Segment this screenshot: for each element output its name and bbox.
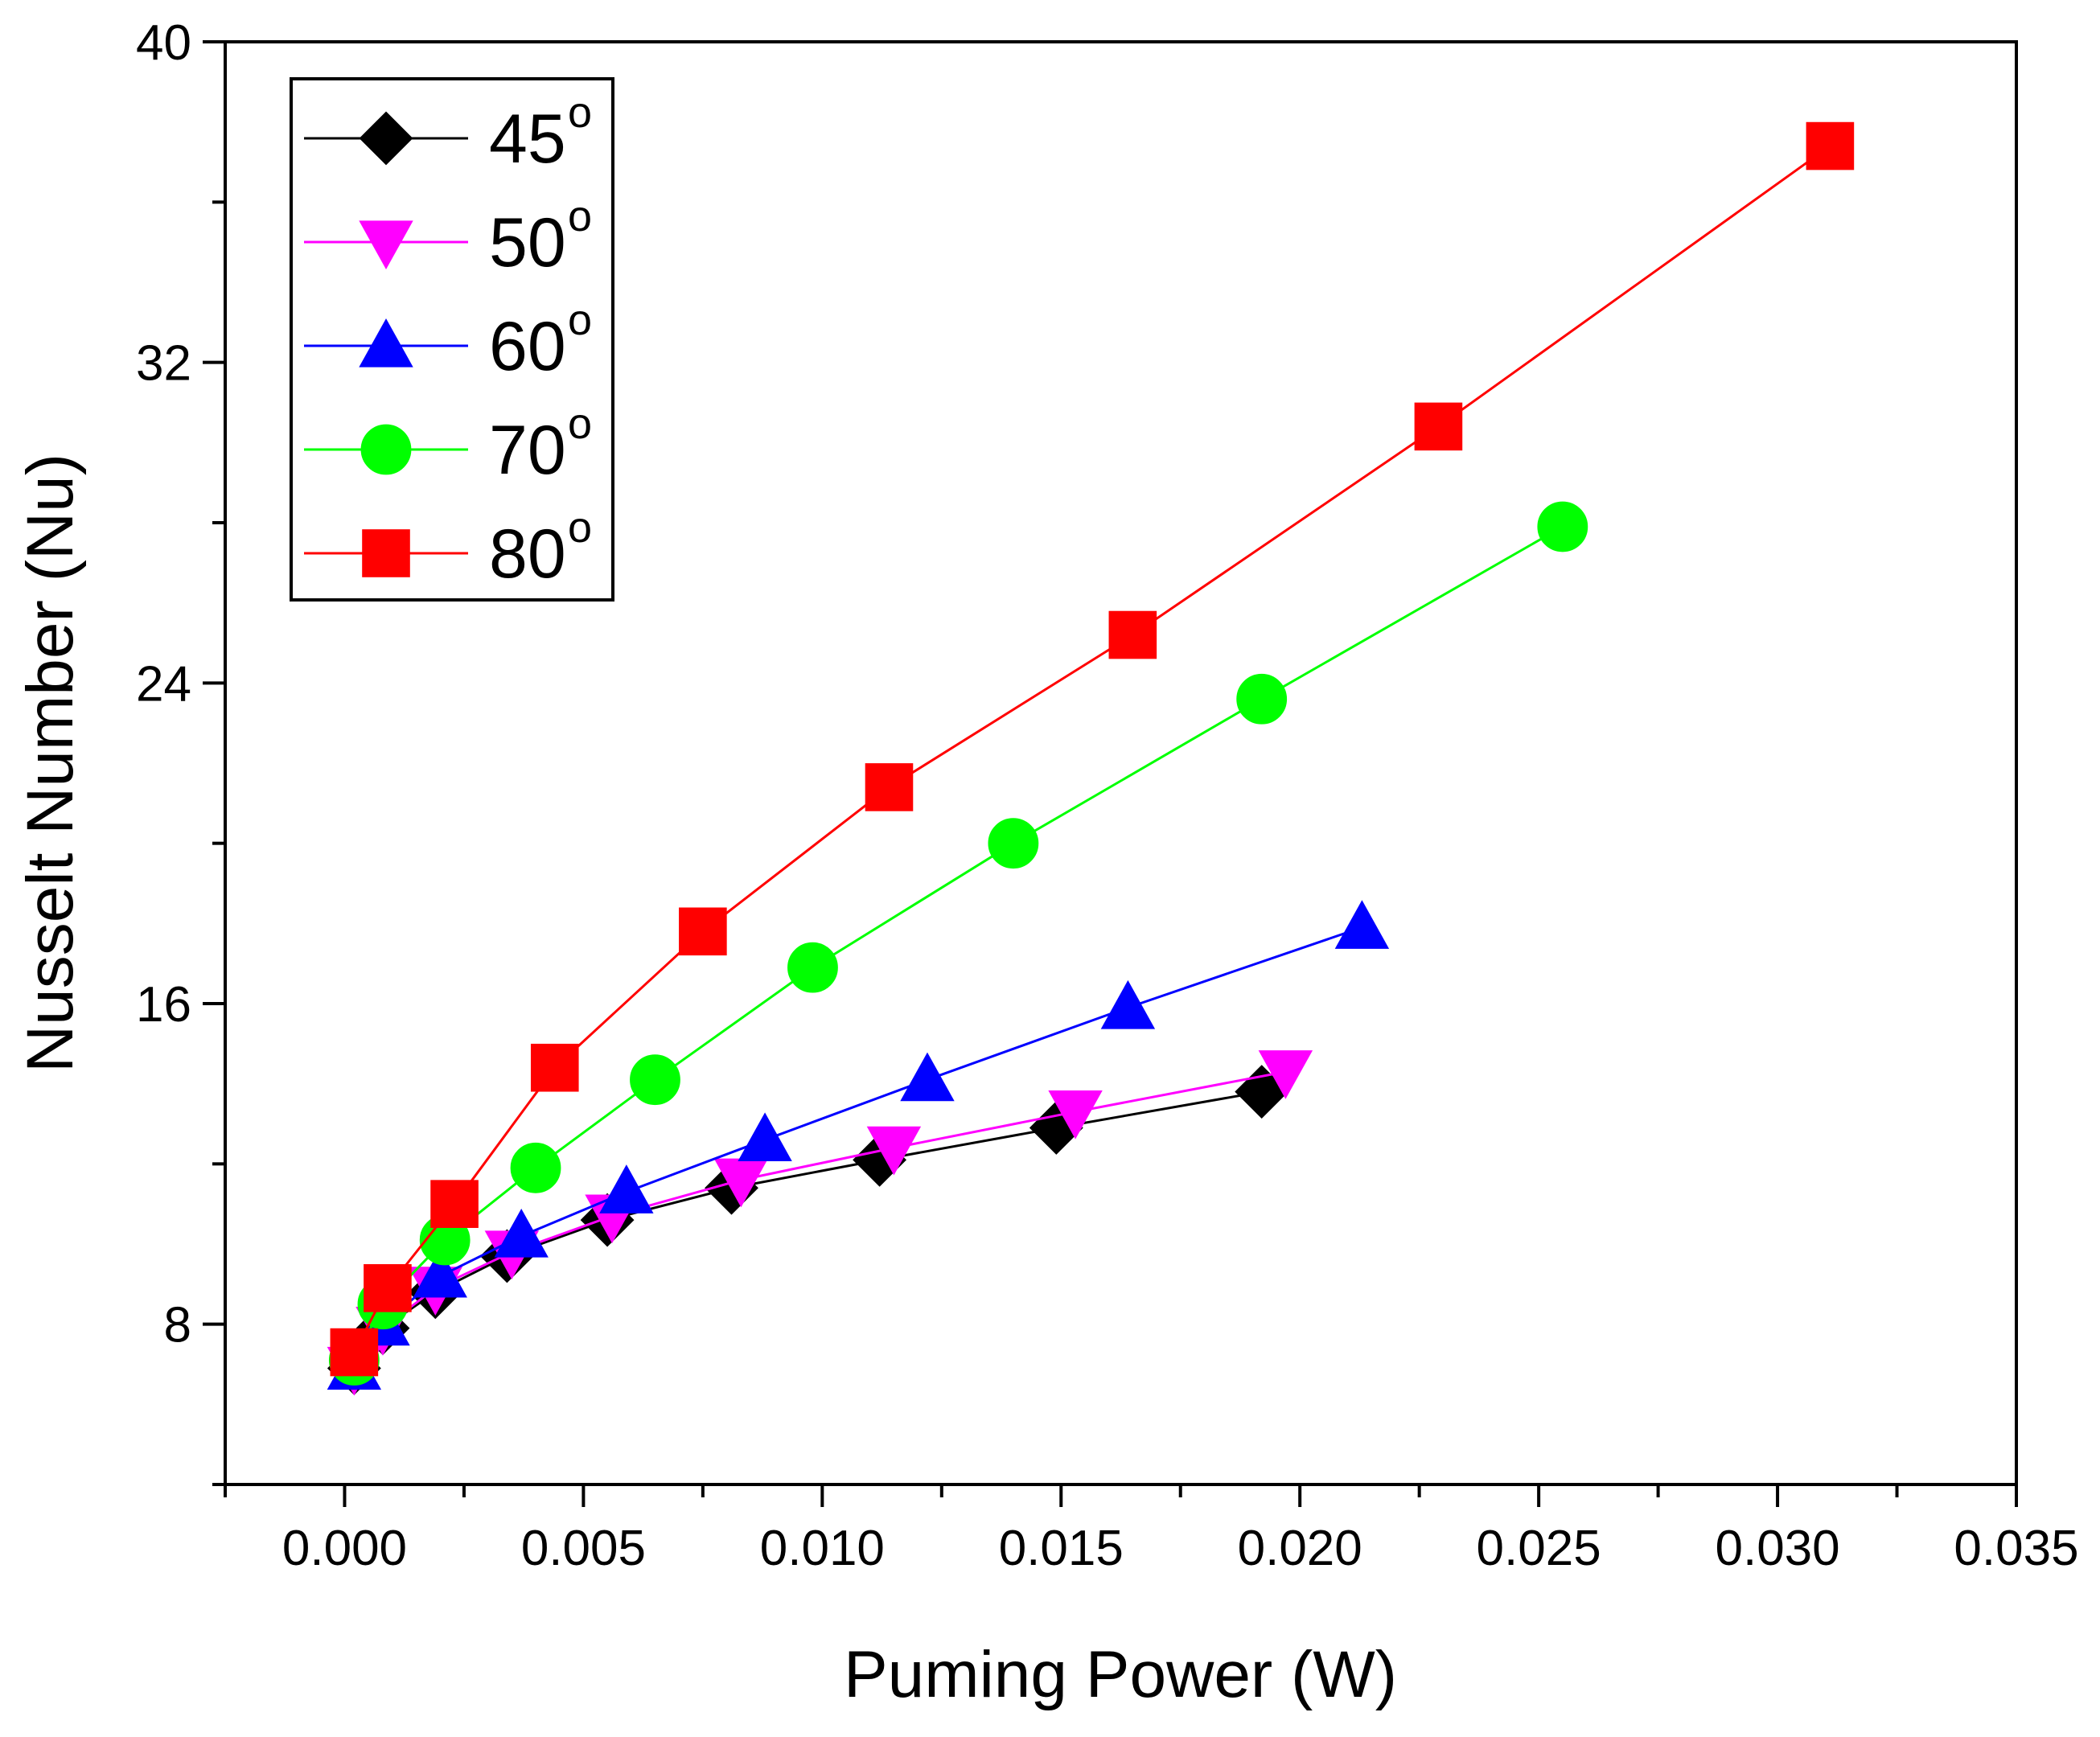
y-tick-label-2: 24 — [136, 656, 191, 712]
x-tick-label-3: 0.015 — [999, 1521, 1124, 1576]
data-point-80-2 — [430, 1180, 479, 1228]
legend-marker-45 — [359, 111, 413, 166]
data-point-80-0 — [330, 1328, 379, 1377]
legend-sup-60: o — [568, 296, 592, 344]
data-point-70-8 — [1537, 501, 1588, 552]
data-point-70-4 — [630, 1054, 680, 1106]
legend-box — [290, 77, 614, 602]
data-point-80-8 — [1806, 121, 1855, 170]
x-tick-label-4: 0.020 — [1238, 1521, 1362, 1576]
series-line-45 — [353, 1090, 1262, 1369]
legend-marker-80 — [362, 529, 410, 577]
series-layer — [327, 121, 1855, 1396]
legend-label-45: 45 — [489, 101, 566, 178]
legend-label-50: 50 — [489, 204, 566, 281]
legend: 45 o50 o60 o70 o80 o — [290, 77, 614, 602]
data-point-70-5 — [787, 942, 838, 993]
legend-label-80: 80 — [489, 515, 566, 593]
x-tick-label-6: 0.030 — [1715, 1521, 1839, 1576]
data-point-80-3 — [530, 1043, 579, 1092]
series-80 — [330, 121, 1855, 1377]
series-line-50 — [353, 1070, 1286, 1369]
data-point-60-7 — [1100, 979, 1156, 1029]
data-point-70-7 — [1236, 673, 1288, 725]
axes-layer: 0.000 0.005 0.010 0.015 0.020 0.025 0.030 0.035… — [136, 15, 2079, 1576]
data-point-70-6 — [988, 818, 1039, 869]
y-tick-label-3: 32 — [136, 336, 191, 392]
data-point-70-3 — [510, 1142, 561, 1193]
legend-marker-50 — [359, 220, 413, 270]
y-axis-title: Nusselt Number (Nu) — [14, 454, 87, 1073]
x-axis-title: Puming Power (W) — [844, 1638, 1397, 1711]
data-point-60-8 — [1334, 900, 1390, 949]
legend-sup-70: o — [568, 400, 592, 448]
data-point-80-7 — [1414, 402, 1463, 451]
x-tick-label-1: 0.005 — [521, 1521, 646, 1576]
data-point-60-3 — [494, 1208, 549, 1258]
y-tick-label-4: 40 — [136, 15, 191, 71]
legend-marker-70 — [360, 424, 412, 475]
data-point-50-6 — [866, 1126, 922, 1176]
data-point-80-1 — [364, 1264, 412, 1312]
data-point-50-7 — [1048, 1090, 1103, 1140]
data-point-60-4 — [599, 1164, 654, 1213]
x-tick-label-7: 0.035 — [1954, 1521, 2078, 1576]
data-point-60-6 — [900, 1052, 955, 1102]
data-point-80-6 — [1108, 610, 1157, 659]
y-tick-label-0: 8 — [164, 1298, 191, 1353]
legend-label-70: 70 — [489, 412, 566, 489]
legend-sup-45: o — [568, 88, 592, 137]
series-45 — [327, 1065, 1289, 1395]
legend-sup-50: o — [568, 192, 592, 240]
series-60 — [327, 900, 1390, 1390]
y-tick-label-1: 16 — [136, 977, 191, 1033]
data-point-80-4 — [679, 907, 727, 956]
legend-sup-80: o — [568, 503, 592, 552]
data-point-60-5 — [738, 1112, 792, 1162]
x-tick-label-2: 0.010 — [760, 1521, 885, 1576]
series-line-60 — [353, 926, 1362, 1369]
data-point-80-5 — [865, 763, 914, 811]
legend-marker-60 — [359, 318, 413, 368]
x-tick-label-5: 0.025 — [1477, 1521, 1601, 1576]
data-point-50-8 — [1258, 1050, 1313, 1099]
x-tick-label-0: 0.000 — [282, 1521, 407, 1576]
plot-frame — [224, 40, 2018, 1486]
legend-label-60: 60 — [489, 308, 566, 385]
data-point-60-2 — [413, 1248, 467, 1298]
